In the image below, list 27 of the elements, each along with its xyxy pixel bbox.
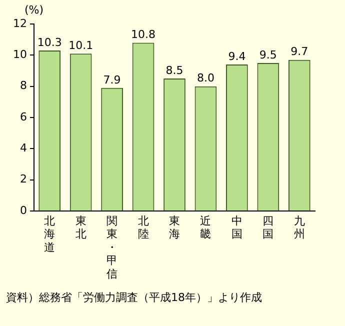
y-tick-label: 12: [12, 16, 27, 30]
data-label: 8.0: [196, 72, 214, 85]
data-label: 10.1: [68, 38, 94, 52]
x-tick-label: 北海道: [44, 214, 56, 254]
x-tick-label: 北陸: [138, 214, 149, 241]
y-tick-label: 0: [20, 204, 27, 217]
text: 資料）総務省「労働力調査（平成18年）」より作成: [6, 290, 262, 305]
y-tick-label: 4: [20, 142, 27, 155]
data-label: 8.5: [166, 64, 184, 77]
data-label: 9.5: [259, 48, 277, 62]
data-label: 9.7: [290, 45, 308, 58]
data-label: 9.4: [228, 50, 246, 63]
x-tick-label: 四国: [262, 214, 274, 241]
x-tick-label: 九州: [294, 214, 305, 241]
y-tick-label: 8: [20, 79, 27, 92]
x-tick-label: 東北: [75, 214, 86, 241]
y-tick-label: 2: [20, 172, 27, 186]
y-axis-title: (%): [24, 3, 44, 16]
y-tick-label: 6: [20, 110, 27, 124]
x-tick-label: 東海: [169, 214, 180, 241]
x-tick-label: 近畿: [200, 214, 212, 241]
data-label: 10.8: [131, 28, 156, 42]
x-tick-label: 中国: [231, 214, 242, 241]
data-label: 10.3: [37, 36, 62, 49]
x-tick-label: 関東・甲信: [106, 214, 118, 280]
data-label: 7.9: [103, 73, 121, 86]
y-tick-label: 10: [12, 48, 27, 62]
